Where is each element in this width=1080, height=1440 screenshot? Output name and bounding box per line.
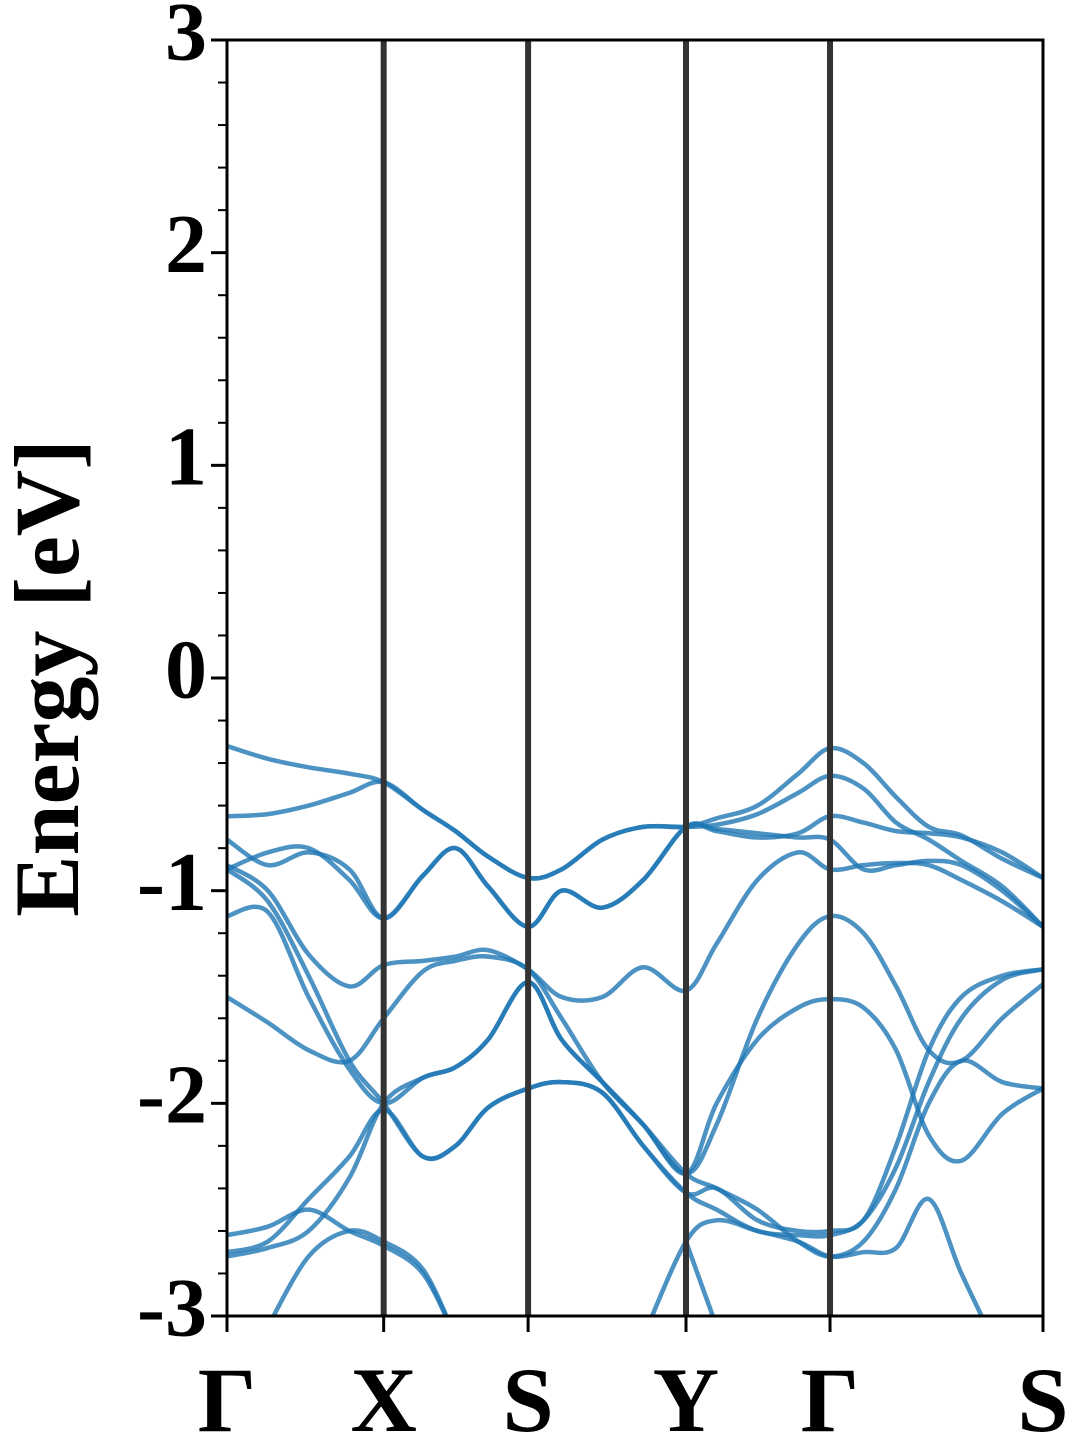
band-line [227,850,1043,1003]
x-tick-label: S [1017,1349,1068,1440]
y-tick-label: -2 [137,1049,207,1142]
band-line [227,813,1043,930]
y-tick-label: -3 [137,1261,207,1354]
y-tick-label: 2 [165,198,207,291]
band-line [227,979,1043,1259]
x-tick-label: Y [653,1349,719,1440]
band-line [227,821,1043,930]
bands [227,743,1043,1316]
x-tick-label: X [350,1349,416,1440]
x-tick-label: S [503,1349,554,1440]
y-tick-label: 1 [165,411,207,504]
x-tick-label: Γ [801,1349,860,1440]
y-tick-label: 0 [165,623,207,716]
band-line [227,773,1043,929]
x-tick-label: Γ [198,1349,257,1440]
band-line [270,1228,716,1316]
y-axis-label: Energy [eV] [0,439,98,917]
y-tick-label: -1 [137,836,207,929]
band-line [227,1196,985,1316]
y-tick-label: 3 [165,0,207,78]
band-line [227,743,1043,881]
